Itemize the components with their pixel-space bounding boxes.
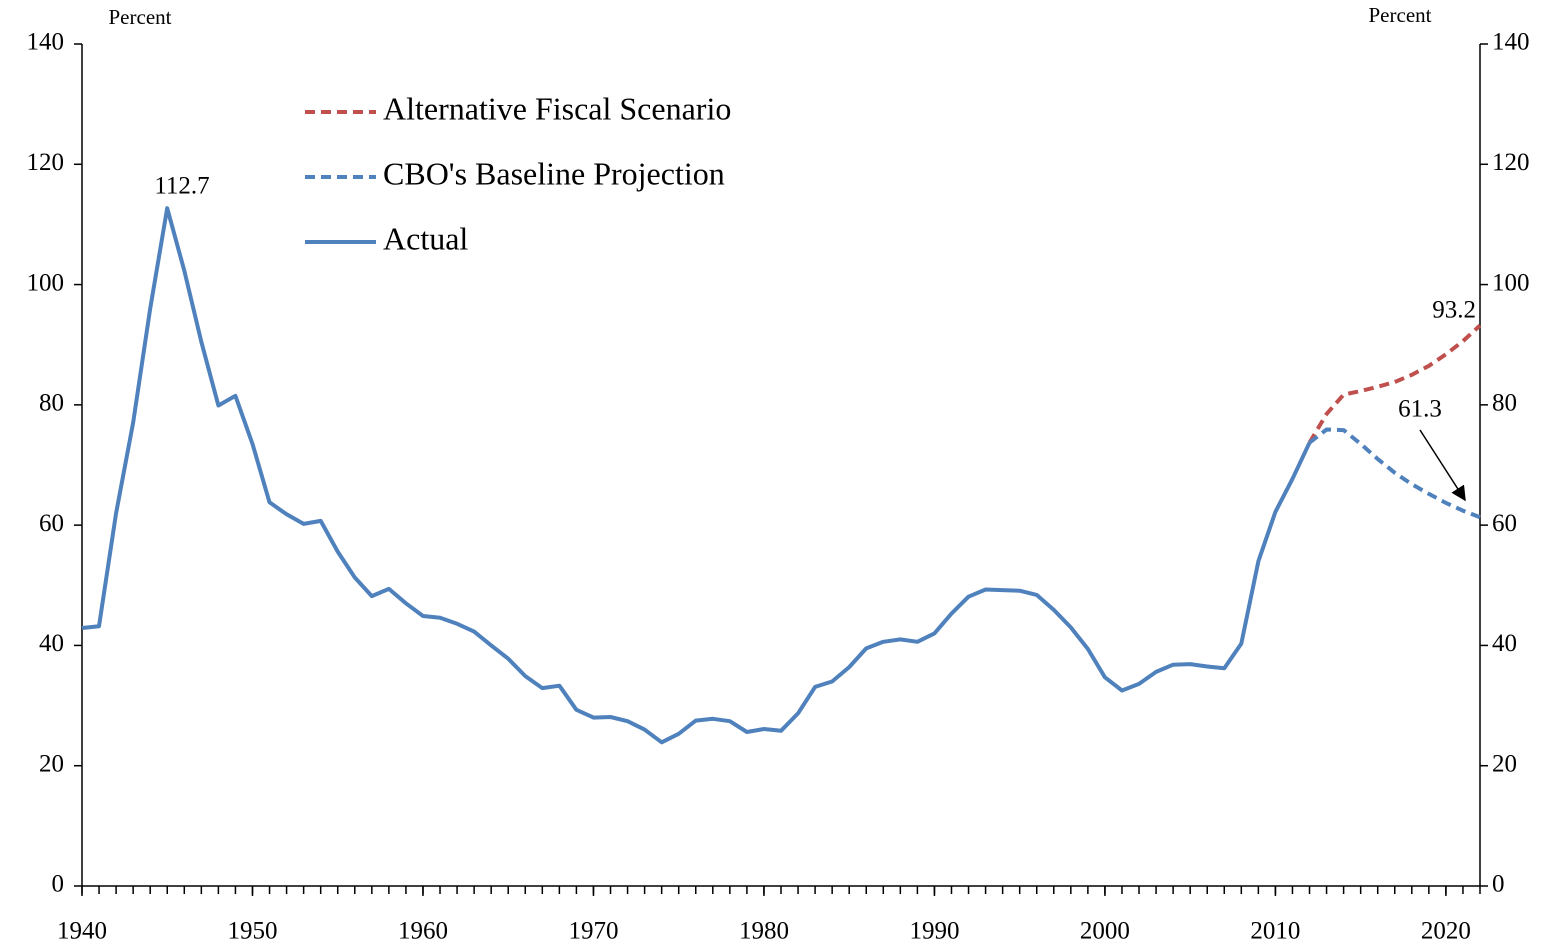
y2-tick-label: 60 [1492, 510, 1517, 537]
y-tick-label: 80 [39, 390, 64, 417]
x-tick-label: 2010 [1250, 918, 1300, 945]
annotation: 93.2 [1432, 297, 1476, 324]
y-tick-label: 0 [52, 871, 65, 898]
y2-tick-label: 20 [1492, 750, 1517, 777]
y2-tick-label: 120 [1492, 149, 1530, 176]
x-tick-label: 1980 [739, 918, 789, 945]
y2-axis-label: Percent [1369, 3, 1432, 27]
x-tick-label: 1960 [398, 918, 448, 945]
x-tick-label: 1990 [909, 918, 959, 945]
series-line [1307, 324, 1482, 444]
y-tick-label: 120 [27, 149, 65, 176]
x-tick-label: 1970 [568, 918, 618, 945]
legend-label: Alternative Fiscal Scenario [383, 90, 731, 126]
legend-label: CBO's Baseline Projection [383, 155, 725, 191]
series-line [1308, 427, 1481, 520]
y2-tick-label: 80 [1492, 390, 1517, 417]
legend-label: Actual [383, 220, 468, 256]
y2-tick-label: 100 [1492, 269, 1530, 296]
annotation: 112.7 [154, 173, 209, 200]
y2-tick-label: 40 [1492, 630, 1517, 657]
annotation-arrow [1419, 429, 1466, 502]
y-axis-label: Percent [109, 5, 172, 29]
y-tick-label: 40 [39, 630, 64, 657]
y2-tick-label: 0 [1492, 871, 1505, 898]
y-tick-label: 100 [27, 269, 65, 296]
x-tick-label: 2000 [1080, 918, 1130, 945]
y-tick-label: 60 [39, 510, 64, 537]
x-tick-label: 2020 [1421, 918, 1471, 945]
series-line [81, 206, 1312, 745]
x-tick-label: 1940 [57, 918, 107, 945]
y-tick-label: 20 [39, 750, 64, 777]
y-tick-label: 140 [27, 29, 65, 56]
y2-tick-label: 140 [1492, 29, 1530, 56]
annotation: 61.3 [1398, 396, 1442, 423]
x-tick-label: 1950 [227, 918, 277, 945]
